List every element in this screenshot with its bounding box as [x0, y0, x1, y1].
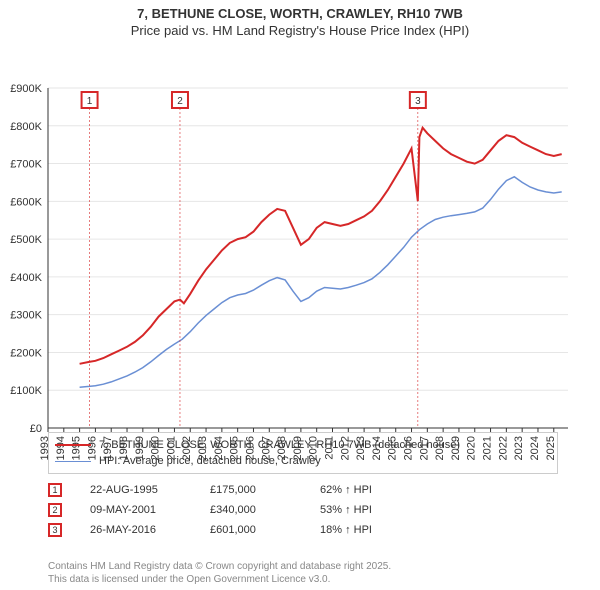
note-date: 22-AUG-1995 — [90, 484, 210, 496]
marker-label-2: 2 — [177, 96, 183, 107]
title-block: 7, BETHUNE CLOSE, WORTH, CRAWLEY, RH10 7… — [0, 0, 600, 40]
chart-svg: £0 £100K £200K £300K £400K £500K £600K £700K £80… — [0, 40, 600, 470]
attribution-line-1: Contains HM Land Registry data © Crown c… — [48, 561, 558, 574]
note-marker: 3 — [48, 523, 62, 537]
y-tick-label: £100K — [10, 385, 42, 397]
y-tick-label: £800K — [10, 121, 42, 133]
y-tick-label: £0 — [30, 423, 42, 435]
y-tick-label: £500K — [10, 234, 42, 246]
chart-container: 7, BETHUNE CLOSE, WORTH, CRAWLEY, RH10 7… — [0, 0, 600, 590]
note-pct: 62% ↑ HPI — [320, 484, 372, 496]
y-tick-label: £700K — [10, 158, 42, 170]
note-row: 2 09-MAY-2001£340,00053% ↑ HPI — [48, 500, 558, 520]
marker-label-1: 1 — [87, 96, 93, 107]
y-tick-label: £400K — [10, 272, 42, 284]
note-row: 3 26-MAY-2016£601,00018% ↑ HPI — [48, 520, 558, 540]
legend-swatch — [55, 461, 91, 462]
y-tick-label: £300K — [10, 309, 42, 321]
attribution: Contains HM Land Registry data © Crown c… — [48, 561, 558, 586]
note-date: 09-MAY-2001 — [90, 504, 210, 516]
legend-row: HPI: Average price, detached house, Craw… — [55, 453, 551, 469]
note-pct: 18% ↑ HPI — [320, 524, 372, 536]
note-date: 26-MAY-2016 — [90, 524, 210, 536]
legend-label: 7, BETHUNE CLOSE, WORTH, CRAWLEY, RH10 7… — [99, 439, 460, 451]
note-pct: 53% ↑ HPI — [320, 504, 372, 516]
marker-label-3: 3 — [415, 96, 421, 107]
note-marker: 1 — [48, 483, 62, 497]
legend-label: HPI: Average price, detached house, Craw… — [99, 455, 321, 467]
title-line-2: Price paid vs. HM Land Registry's House … — [0, 23, 600, 40]
legend: 7, BETHUNE CLOSE, WORTH, CRAWLEY, RH10 7… — [48, 432, 558, 474]
attribution-line-2: This data is licensed under the Open Gov… — [48, 574, 558, 587]
y-tick-label: £600K — [10, 196, 42, 208]
note-price: £601,000 — [210, 524, 320, 536]
note-price: £340,000 — [210, 504, 320, 516]
y-tick-label: £200K — [10, 347, 42, 359]
note-marker: 2 — [48, 503, 62, 517]
note-price: £175,000 — [210, 484, 320, 496]
legend-swatch — [55, 444, 91, 446]
y-tick-label: £900K — [10, 83, 42, 95]
note-row: 1 22-AUG-1995£175,00062% ↑ HPI — [48, 480, 558, 500]
sale-notes: 1 22-AUG-1995£175,00062% ↑ HPI 2 09-MAY-200… — [48, 480, 558, 540]
title-line-1: 7, BETHUNE CLOSE, WORTH, CRAWLEY, RH10 7… — [0, 6, 600, 23]
legend-row: 7, BETHUNE CLOSE, WORTH, CRAWLEY, RH10 7… — [55, 437, 551, 453]
